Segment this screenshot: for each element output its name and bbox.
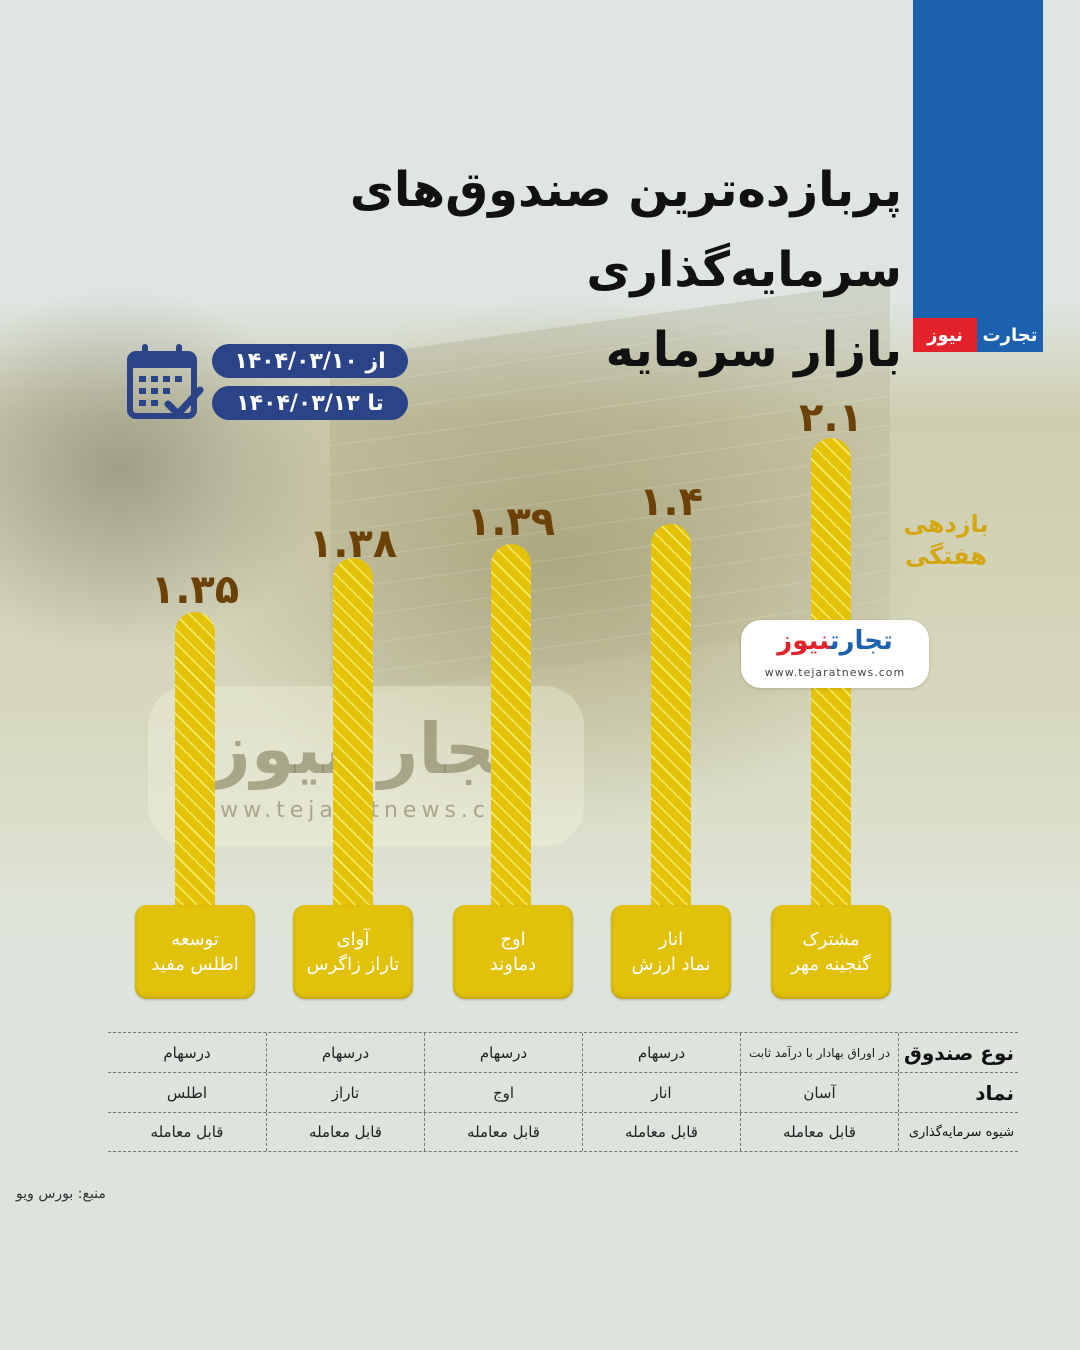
value-label-fund-3: ۱.۳۹ <box>466 499 556 545</box>
brand-logo-badge: تجارتنیوز www.tejaratnews.com <box>741 620 929 688</box>
table-cell: درسهام <box>424 1033 582 1072</box>
table-cell: اوج <box>424 1073 582 1112</box>
date-to: تا ۱۴۰۴/۰۳/۱۳ <box>212 386 408 420</box>
table-cell: در اوراق بهادار با درآمد ثابت <box>740 1033 898 1072</box>
table-row-symbol: نماد آسان انار اوج تاراز اطلس <box>108 1072 1018 1112</box>
date-from: از ۱۴۰۴/۰۳/۱۰ <box>212 344 408 378</box>
fund-name-line-1: توسعه <box>171 929 219 950</box>
table-cell: درسهام <box>582 1033 740 1072</box>
table-cell: قابل معامله <box>424 1113 582 1151</box>
fund-name-line-2: نماد ارزش <box>631 954 711 975</box>
bar-fund-4 <box>333 558 373 905</box>
table-cell: آسان <box>740 1073 898 1112</box>
y-label-line-2: هفتگی <box>905 542 987 570</box>
category-box-fund-2: انار نماد ارزش <box>611 905 731 999</box>
brand-url: www.tejaratnews.com <box>764 666 906 679</box>
table-cell: قابل معامله <box>582 1113 740 1151</box>
value-label-fund-1: ۲.۱ <box>798 395 864 441</box>
source-note: منبع: بورس ویو <box>16 1186 106 1202</box>
table-cell: تاراز <box>266 1073 424 1112</box>
table-row-investment-method: شیوه سرمایه‌گذاری قابل معامله قابل معامل… <box>108 1112 1018 1152</box>
brand-logo-corner: تجارت نیوز <box>913 318 1043 352</box>
bar-fund-2 <box>651 524 691 905</box>
bar-fund-5 <box>175 612 215 905</box>
category-box-fund-1: مشترک گنجینه مهر <box>771 905 891 999</box>
category-box-fund-5: توسعه اطلس مفید <box>135 905 255 999</box>
table-cell: اطلس <box>166 1083 208 1102</box>
date-range: از ۱۴۰۴/۰۳/۱۰ تا ۱۴۰۴/۰۳/۱۳ <box>126 342 416 424</box>
fund-details-table: نوع صندوق در اوراق بهادار با درآمد ثابت … <box>108 1032 1018 1152</box>
title-line-2: بازار سرمایه <box>605 322 903 378</box>
row-header: نوع صندوق <box>898 1033 1018 1072</box>
table-cell: قابل معامله <box>740 1113 898 1151</box>
fund-name-line-1: آوای <box>336 929 370 950</box>
fund-name-line-1: مشترک <box>802 929 860 950</box>
row-header: شیوه سرمایه‌گذاری <box>898 1113 1018 1151</box>
title-line-1: پربازده‌ترین صندوق‌های سرمایه‌گذاری <box>349 162 903 298</box>
value-label-fund-2: ۱.۴ <box>638 479 704 525</box>
category-box-fund-3: اوج دماوند <box>453 905 573 999</box>
fund-name-line-2: اطلس مفید <box>151 954 239 975</box>
table-cell: قابل معامله <box>150 1123 224 1141</box>
y-label-line-1: بازدهی <box>903 510 989 538</box>
table-row-fund-type: نوع صندوق در اوراق بهادار با درآمد ثابت … <box>108 1032 1018 1072</box>
brand-blue-strip <box>913 0 1043 352</box>
row-header: نماد <box>898 1073 1018 1112</box>
value-label-fund-4: ۱.۳۸ <box>308 521 398 567</box>
bar-fund-3 <box>491 544 531 905</box>
page-title: پربازده‌ترین صندوق‌های سرمایه‌گذاری بازا… <box>82 150 903 390</box>
value-label-fund-5: ۱.۳۵ <box>150 567 240 613</box>
category-box-fund-4: آوای تاراز زاگرس <box>293 905 413 999</box>
fund-name-line-2: تاراز زاگرس <box>306 954 400 975</box>
brand-name-part2: نیوز <box>913 318 977 352</box>
table-cell: انار <box>582 1073 740 1112</box>
brand-logo-text: تجارتنیوز <box>777 626 893 656</box>
y-axis-label: بازدهی هفتگی <box>896 508 996 572</box>
brand-name-part1: تجارت <box>982 324 1038 346</box>
fund-name-line-2: گنجینه مهر <box>791 954 871 975</box>
table-cell: درسهام <box>163 1043 211 1062</box>
calendar-check-icon <box>127 344 204 420</box>
fund-name-line-1: اوج <box>500 929 526 950</box>
fund-name-line-1: انار <box>658 929 684 950</box>
table-cell: قابل معامله <box>266 1113 424 1151</box>
table-cell: درسهام <box>266 1033 424 1072</box>
fund-name-line-2: دماوند <box>489 954 537 975</box>
